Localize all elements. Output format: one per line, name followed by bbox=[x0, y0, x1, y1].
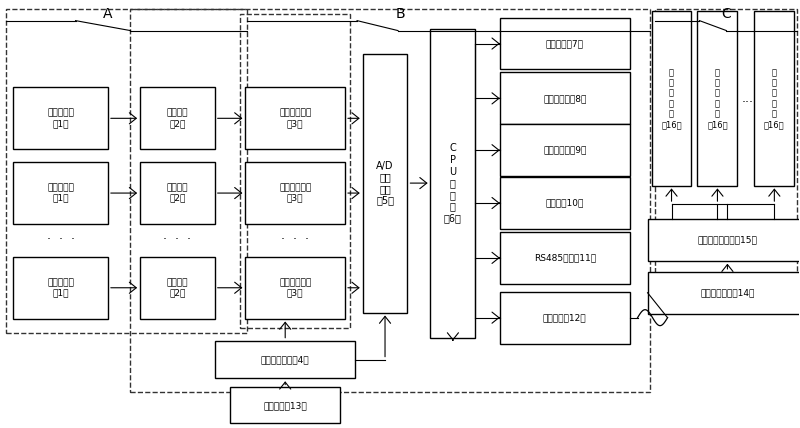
Text: 终
端
计
算
机
（16）: 终 端 计 算 机 （16） bbox=[764, 68, 785, 129]
Bar bbox=[246, 87, 345, 149]
Bar bbox=[140, 87, 215, 149]
Bar bbox=[6, 9, 247, 333]
Bar bbox=[13, 87, 108, 149]
Bar bbox=[230, 387, 340, 423]
Bar bbox=[647, 219, 800, 261]
Text: ·  ·  ·: · · · bbox=[163, 233, 191, 247]
Bar bbox=[698, 11, 738, 186]
Bar bbox=[246, 162, 345, 224]
Text: 终
端
计
算
机
（16）: 终 端 计 算 机 （16） bbox=[662, 68, 682, 129]
Text: 程序存储器（9）: 程序存储器（9） bbox=[543, 146, 586, 155]
Text: 声波传感器
（1）: 声波传感器 （1） bbox=[47, 183, 74, 203]
Text: 数据存储器（8）: 数据存储器（8） bbox=[543, 94, 586, 103]
Bar bbox=[500, 72, 630, 124]
Text: ·  ·  ·: · · · bbox=[46, 233, 74, 247]
Text: A/D
转换
电路
（5）: A/D 转换 电路 （5） bbox=[376, 160, 394, 205]
Text: 地面监测中心站（15）: 地面监测中心站（15） bbox=[698, 235, 758, 244]
Bar bbox=[130, 9, 650, 392]
Bar bbox=[215, 341, 355, 378]
Text: 信号转换电路
（3）: 信号转换电路 （3） bbox=[279, 109, 311, 128]
Text: 地面通讯接口（14）: 地面通讯接口（14） bbox=[700, 288, 754, 297]
Bar bbox=[651, 11, 691, 186]
Text: 电源转换电路（4）: 电源转换电路（4） bbox=[261, 355, 310, 364]
Text: 信号转换电路
（3）: 信号转换电路 （3） bbox=[279, 183, 311, 203]
Text: C
P
U
处
理
器
（6）: C P U 处 理 器 （6） bbox=[444, 143, 462, 223]
Text: 声波传感器
（1）: 声波传感器 （1） bbox=[47, 109, 74, 128]
Text: 输入接口
（2）: 输入接口 （2） bbox=[166, 109, 188, 128]
Text: 显示器（10）: 显示器（10） bbox=[546, 199, 584, 208]
Bar bbox=[500, 124, 630, 176]
Bar bbox=[500, 232, 630, 284]
Bar bbox=[754, 11, 794, 186]
Text: ·  ·  ·: · · · bbox=[281, 233, 309, 247]
Bar bbox=[140, 162, 215, 224]
Text: A: A bbox=[102, 7, 112, 21]
Bar bbox=[246, 257, 345, 319]
Bar bbox=[654, 9, 798, 313]
Text: C: C bbox=[722, 7, 731, 21]
Bar bbox=[362, 54, 407, 313]
Bar bbox=[500, 18, 630, 69]
Bar bbox=[240, 14, 350, 327]
Bar bbox=[13, 257, 108, 319]
Text: ...: ... bbox=[742, 92, 754, 105]
Bar bbox=[500, 177, 630, 229]
Text: 时钟电路（7）: 时钟电路（7） bbox=[546, 39, 584, 48]
Text: 声波传感器
（1）: 声波传感器 （1） bbox=[47, 278, 74, 297]
Bar bbox=[500, 292, 630, 344]
Text: 信号转换电路
（3）: 信号转换电路 （3） bbox=[279, 278, 311, 297]
Text: 防暴电源（13）: 防暴电源（13） bbox=[263, 401, 307, 410]
Bar bbox=[430, 29, 475, 338]
Bar bbox=[140, 257, 215, 319]
Text: RS485接口（11）: RS485接口（11） bbox=[534, 253, 596, 262]
Text: 光纤接口（12）: 光纤接口（12） bbox=[543, 313, 586, 322]
Text: 终
端
计
算
机
（16）: 终 端 计 算 机 （16） bbox=[707, 68, 728, 129]
Bar bbox=[647, 272, 800, 314]
Text: 输入接口
（2）: 输入接口 （2） bbox=[166, 278, 188, 297]
Text: B: B bbox=[395, 7, 405, 21]
Bar bbox=[13, 162, 108, 224]
Text: 输入接口
（2）: 输入接口 （2） bbox=[166, 183, 188, 203]
